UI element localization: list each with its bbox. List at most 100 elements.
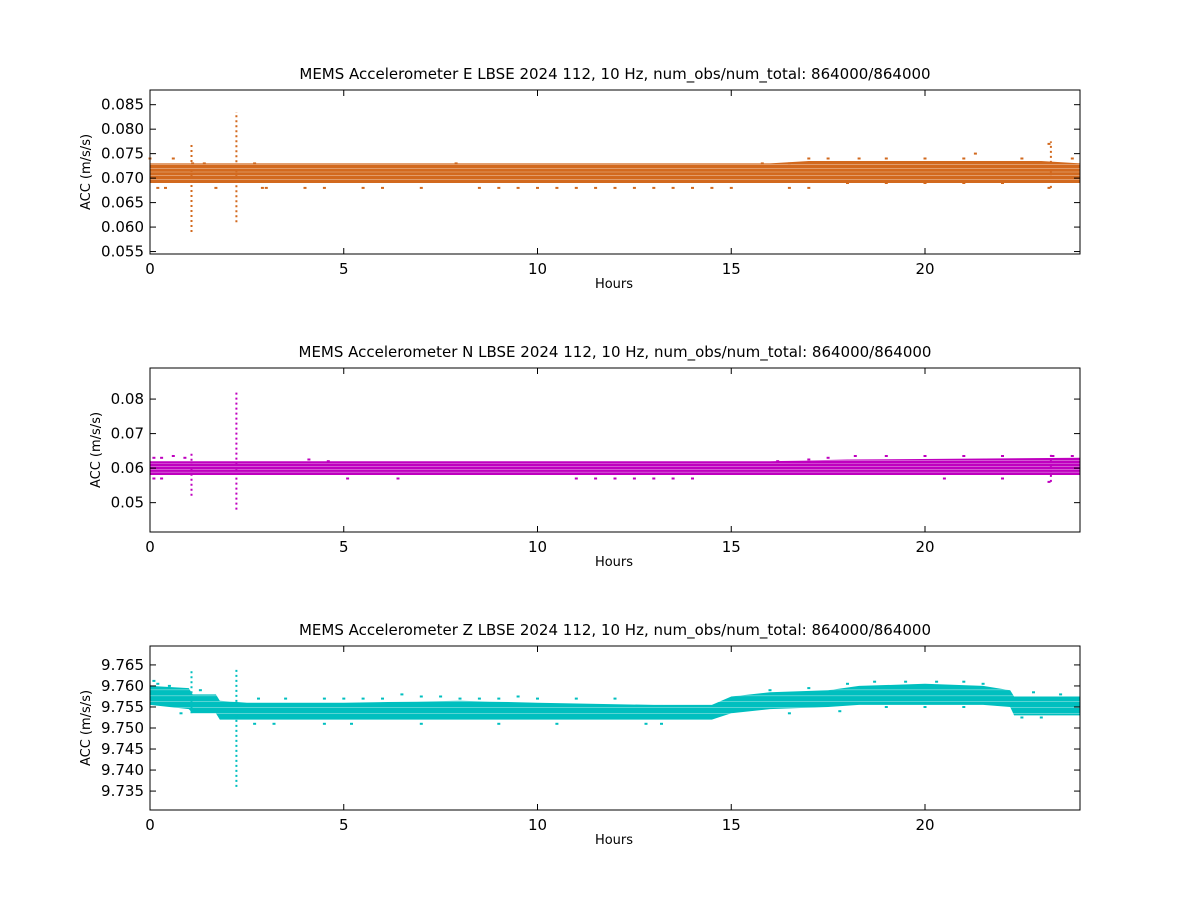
y-axis-label: ACC (m/s/s) — [89, 412, 104, 488]
y-tick-label: 9.745 — [101, 740, 144, 758]
data-point — [361, 697, 365, 700]
data-point — [652, 477, 656, 480]
data-point — [729, 186, 733, 189]
data-point — [419, 722, 423, 725]
data-point — [167, 684, 171, 687]
data-point — [962, 706, 966, 708]
data-point — [171, 157, 175, 160]
data-point — [787, 162, 791, 165]
chart-title: MEMS Accelerometer E LBSE 2024 112, 10 H… — [299, 65, 930, 84]
data-point — [164, 186, 167, 189]
data-point — [516, 695, 520, 698]
x-tick-label: 10 — [528, 538, 547, 556]
data-point — [497, 722, 501, 725]
data-point — [152, 456, 156, 459]
data-point — [171, 455, 175, 457]
data-point — [381, 697, 384, 700]
data-point — [826, 456, 830, 459]
data-point — [303, 186, 307, 189]
data-point — [322, 186, 326, 189]
data-point — [613, 186, 617, 189]
data-point — [419, 186, 423, 189]
x-tick-label: 15 — [722, 260, 741, 278]
data-point — [198, 689, 202, 692]
data-point — [574, 186, 578, 189]
x-tick-label: 20 — [915, 538, 934, 556]
data-point — [838, 710, 842, 713]
y-axis-label: ACC (m/s/s) — [79, 134, 94, 210]
data-point — [962, 680, 966, 683]
data-point — [1051, 455, 1055, 457]
data-point — [214, 186, 218, 189]
y-tick-label: 0.060 — [101, 218, 144, 236]
x-tick-label: 20 — [915, 816, 934, 834]
data-point — [807, 186, 811, 189]
plot-area — [148, 112, 1080, 232]
data-point — [962, 455, 966, 457]
data-point — [1047, 142, 1051, 145]
x-tick-label: 15 — [722, 816, 741, 834]
y-tick-label: 9.755 — [101, 698, 144, 716]
data-point — [1039, 716, 1043, 719]
data-point — [400, 693, 404, 696]
data-point — [156, 186, 160, 189]
data-point — [536, 697, 539, 700]
y-tick-label: 0.075 — [101, 145, 144, 163]
data-point — [594, 186, 598, 189]
data-point — [536, 186, 539, 189]
data-point — [884, 706, 888, 708]
data-point — [710, 186, 714, 189]
data-point — [1020, 716, 1024, 719]
x-tick-label: 15 — [722, 538, 741, 556]
data-point — [826, 157, 830, 160]
data-point — [574, 697, 578, 700]
data-point — [516, 186, 520, 189]
data-point — [884, 157, 888, 160]
data-point — [807, 458, 811, 461]
data-point — [152, 679, 156, 682]
data-point — [574, 477, 578, 480]
data-point — [264, 186, 268, 189]
data-point — [439, 695, 443, 698]
data-point — [962, 182, 966, 184]
y-tick-label: 0.05 — [111, 494, 144, 512]
data-point — [1059, 693, 1063, 696]
y-tick-label: 9.740 — [101, 761, 144, 779]
chart-panel-n: MEMS Accelerometer N LBSE 2024 112, 10 H… — [89, 343, 1081, 570]
data-point — [477, 186, 481, 189]
data-point — [594, 477, 598, 480]
y-tick-label: 0.065 — [101, 194, 144, 212]
data-point — [981, 682, 985, 685]
data-point — [555, 186, 559, 189]
data-point — [156, 682, 160, 685]
data-point — [361, 186, 365, 189]
data-point — [853, 455, 857, 457]
data-point — [884, 182, 888, 184]
x-tick-label: 10 — [528, 260, 547, 278]
data-point — [935, 680, 939, 683]
chart-panel-e: MEMS Accelerometer E LBSE 2024 112, 10 H… — [79, 65, 1081, 292]
data-point — [942, 477, 946, 480]
data-point — [497, 697, 501, 700]
data-point — [613, 697, 617, 700]
data-band — [150, 683, 1080, 720]
data-point — [787, 186, 791, 189]
data-point — [458, 697, 462, 700]
data-point — [923, 182, 927, 184]
data-point — [381, 186, 384, 189]
data-point — [760, 162, 764, 165]
data-point — [160, 456, 164, 459]
data-point — [962, 157, 966, 160]
data-point — [691, 186, 694, 189]
y-tick-label: 9.750 — [101, 719, 144, 737]
data-point — [322, 722, 326, 725]
data-point — [396, 477, 400, 480]
x-tick-label: 5 — [339, 260, 349, 278]
y-tick-label: 0.055 — [101, 243, 144, 261]
x-tick-label: 5 — [339, 538, 349, 556]
data-point — [671, 186, 675, 189]
y-axis-label: ACC (m/s/s) — [79, 690, 94, 766]
data-point — [923, 157, 927, 160]
data-point — [660, 722, 663, 725]
